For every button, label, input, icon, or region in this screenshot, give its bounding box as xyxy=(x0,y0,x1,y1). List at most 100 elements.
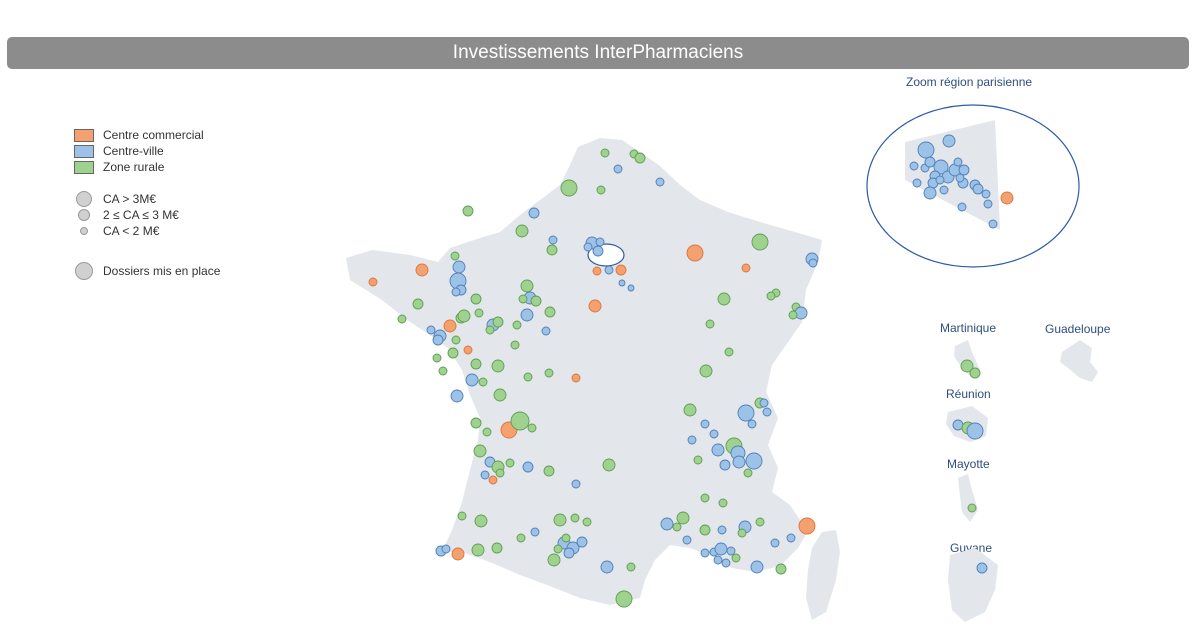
marker-zone-rurale xyxy=(561,533,571,543)
marker-zone-rurale xyxy=(516,533,526,543)
marker-zone-rurale xyxy=(717,292,731,306)
marker-zone-rurale xyxy=(518,294,528,304)
marker-centre-ville xyxy=(745,452,763,470)
marker-zone-rurale xyxy=(478,377,488,387)
guyane-shape xyxy=(948,548,998,622)
marker-centre-ville xyxy=(682,535,692,545)
marker-centre-commercial xyxy=(488,475,498,485)
swatch-blue xyxy=(74,145,94,158)
marker-centre-ville xyxy=(976,562,988,574)
marker-centre-ville xyxy=(530,527,540,537)
marker-zone-rurale xyxy=(672,522,682,532)
marker-centre-ville xyxy=(983,199,993,209)
marker-centre-ville xyxy=(520,308,534,322)
label-reunion: Réunion xyxy=(946,387,991,401)
marker-centre-ville xyxy=(933,159,949,175)
marker-centre-ville xyxy=(958,164,970,176)
marker-centre-ville xyxy=(786,533,796,543)
marker-centre-ville xyxy=(909,161,919,171)
legend-size-medium: 2 ≤ CA ≤ 3 M€ xyxy=(74,207,220,223)
marker-centre-ville xyxy=(808,258,818,268)
marker-zone-rurale xyxy=(724,347,734,357)
pharmacy-markers xyxy=(368,134,1014,608)
marker-zone-rurale xyxy=(471,543,485,557)
marker-zone-rurale xyxy=(766,291,776,301)
marker-centre-ville xyxy=(583,242,593,252)
marker-centre-ville xyxy=(528,207,540,219)
marker-zone-rurale xyxy=(960,359,974,373)
marker-centre-ville xyxy=(600,560,614,574)
legend-label: CA < 2 M€ xyxy=(103,224,160,238)
marker-zone-rurale xyxy=(470,417,482,429)
legend-label: CA > 3M€ xyxy=(103,192,157,206)
marker-centre-ville xyxy=(604,265,614,275)
marker-centre-ville xyxy=(660,517,674,531)
marker-zone-rurale xyxy=(743,468,753,478)
marker-zone-rurale xyxy=(474,514,488,528)
legend-label: Centre-ville xyxy=(103,144,164,158)
marker-centre-ville xyxy=(759,398,769,408)
marker-centre-ville xyxy=(942,134,956,148)
marker-centre-ville xyxy=(465,373,479,387)
marker-zone-rurale xyxy=(470,358,482,370)
marker-centre-commercial xyxy=(615,264,627,276)
marker-centre-commercial xyxy=(592,266,602,276)
marker-centre-ville xyxy=(711,443,725,457)
marker-zone-rurale xyxy=(447,347,459,359)
marker-centre-ville xyxy=(923,186,937,200)
marker-zone-rurale xyxy=(553,544,563,554)
marker-zone-rurale xyxy=(560,179,578,197)
marker-zone-rurale xyxy=(457,511,467,521)
marker-zone-rurale xyxy=(397,314,407,324)
marker-zone-rurale xyxy=(546,244,558,256)
marker-centre-commercial xyxy=(368,277,378,287)
size-medium-circle-icon xyxy=(78,209,90,221)
size-small-circle-icon xyxy=(80,227,88,235)
marker-zone-rurale xyxy=(412,298,424,310)
marker-zone-rurale xyxy=(544,368,554,378)
label-guadeloupe: Guadeloupe xyxy=(1045,322,1111,336)
france-mainland-shape xyxy=(346,138,822,605)
mayotte-shape xyxy=(958,474,978,522)
marker-centre-ville xyxy=(762,407,772,417)
marker-centre-commercial xyxy=(588,299,602,313)
swatch-orange xyxy=(74,129,94,142)
marker-centre-ville xyxy=(737,404,755,422)
marker-zone-rurale xyxy=(626,562,636,572)
marker-centre-ville xyxy=(719,459,731,471)
marker-centre-ville xyxy=(726,546,736,556)
marker-zone-rurale xyxy=(600,148,610,158)
marker-zone-rurale xyxy=(450,251,460,261)
corsica-shape xyxy=(806,530,840,620)
marker-zone-rurale xyxy=(451,335,461,345)
legend-size-large: CA > 3M€ xyxy=(74,191,220,207)
marker-zone-rurale xyxy=(755,517,765,527)
legend-label: 2 ≤ CA ≤ 3 M€ xyxy=(103,208,179,222)
marker-centre-ville xyxy=(955,173,965,183)
marker-zone-rurale xyxy=(700,493,710,503)
marker-centre-ville xyxy=(571,479,581,489)
legend-item-centre-commercial: Centre commercial xyxy=(74,127,220,143)
marker-centre-commercial xyxy=(463,345,473,355)
legend-size-small: CA < 2 M€ xyxy=(74,223,220,239)
marker-centre-ville xyxy=(972,183,984,195)
marker-zone-rurale xyxy=(543,465,555,477)
legend-label: Dossiers mis en place xyxy=(103,264,221,278)
marker-zone-rurale xyxy=(582,517,592,527)
marker-centre-ville xyxy=(627,284,635,292)
label-mayotte: Mayotte xyxy=(947,457,990,471)
marker-zone-rurale xyxy=(527,423,537,433)
marker-zone-rurale xyxy=(510,411,530,431)
marker-centre-ville xyxy=(717,525,727,535)
marker-zone-rurale xyxy=(718,498,728,508)
marker-zone-rurale xyxy=(693,455,703,465)
legend-dossiers: Dossiers mis en place xyxy=(74,262,221,280)
marker-centre-ville xyxy=(480,470,490,480)
marker-zone-rurale xyxy=(602,458,616,472)
marker-zone-rurale xyxy=(676,511,690,525)
zoom-title: Zoom région parisienne xyxy=(906,75,1033,89)
marker-centre-ville xyxy=(441,544,451,554)
marker-zone-rurale xyxy=(432,353,442,363)
marker-centre-commercial xyxy=(571,373,581,383)
